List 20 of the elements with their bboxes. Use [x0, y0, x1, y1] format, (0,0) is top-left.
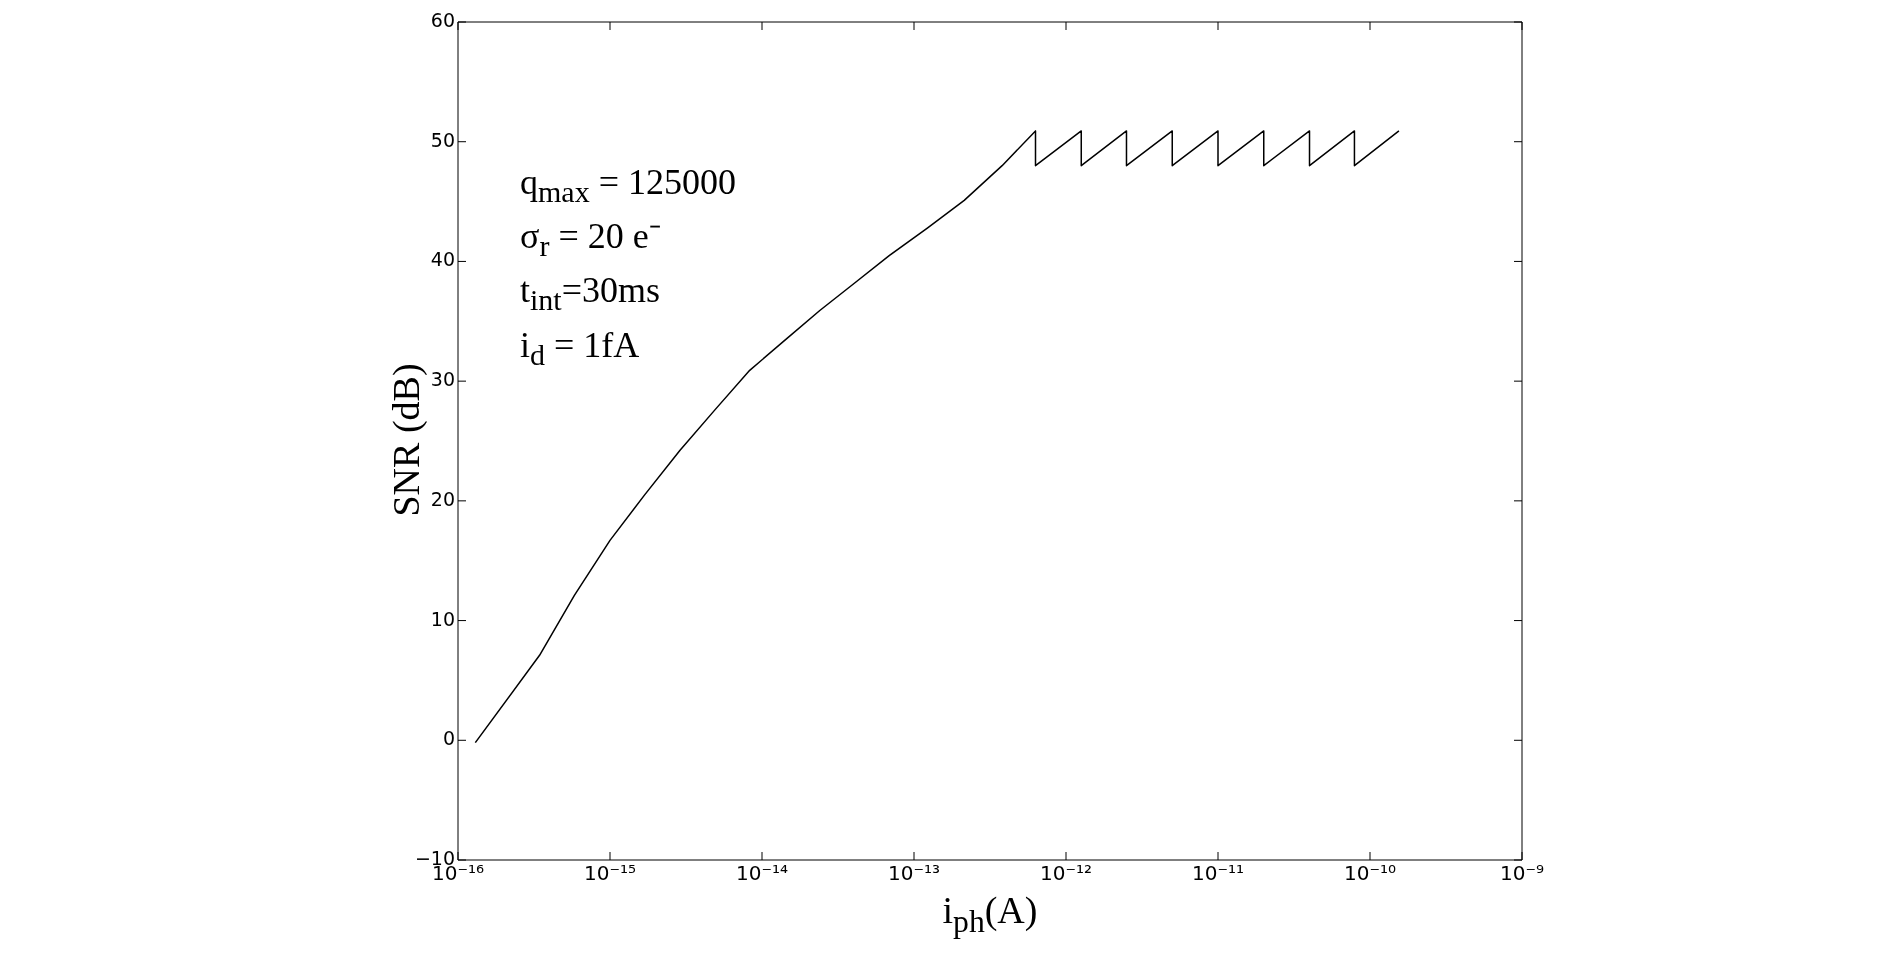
y-tick-label: 60 [430, 8, 455, 31]
y-tick-label: 40 [430, 248, 455, 271]
x-axis-title: i$_{ph}$(A) [942, 888, 1038, 940]
y-tick-label: 10 [430, 607, 455, 630]
annotation: q$_{max}$ = 125000 [520, 161, 736, 211]
x-tick-label: 10⁻¹² [1039, 861, 1093, 886]
x-tick-label: 10⁻¹¹ [1191, 861, 1245, 886]
y-tick-label: 50 [430, 128, 455, 151]
annotation: σ$_{r}$ = 20 e⁻ [520, 215, 662, 265]
y-tick-label: 0 [442, 727, 455, 750]
x-tick-label: 10⁻¹⁵ [583, 861, 637, 886]
annotation: i$_{d}$ = 1fA [520, 323, 641, 373]
x-tick-label: 10⁻⁹ [1499, 861, 1545, 886]
y-axis-title: SNR (dB) [383, 363, 428, 517]
x-tick-label: 10⁻¹³ [887, 861, 941, 886]
x-tick-label: 10⁻¹⁰ [1343, 861, 1397, 886]
annotation: t$_{int}$=30ms [520, 269, 661, 319]
y-tick-label: 30 [430, 368, 455, 391]
y-tick-label: 20 [430, 487, 455, 510]
x-tick-label: 10⁻¹⁴ [735, 861, 789, 886]
